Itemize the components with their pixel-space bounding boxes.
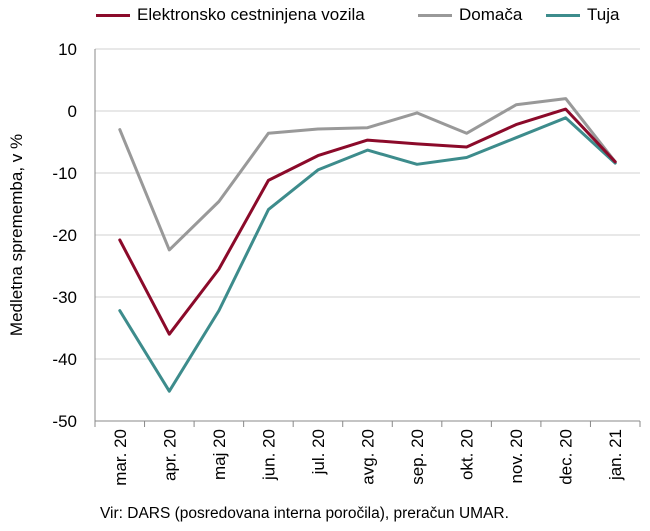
series-line-domaca [118,97,617,252]
x-tick-label: jan. 21 [606,429,625,481]
y-tick-label: 0 [68,102,77,121]
x-tick-label: dec. 20 [557,429,576,485]
legend-item-elektronsko: Elektronsko cestninjena vozila [96,4,365,26]
x-tick-label: apr. 20 [160,429,179,481]
legend-item-domaca: Domača [418,4,522,26]
legend-label-elektronsko: Elektronsko cestninjena vozila [137,5,365,24]
legend-swatch-tuja [546,13,580,17]
x-tick-label: mar. 20 [111,429,130,486]
x-tick-label: nov. 20 [507,429,526,484]
source-note: Vir: DARS (posredovana interna poročila)… [100,505,509,522]
chart-legend: Elektronsko cestninjena vozila Domača Tu… [0,4,650,26]
legend-swatch-elektronsko [96,13,130,17]
legend-label-tuja: Tuja [587,5,620,24]
legend-label-domaca: Domača [459,5,523,24]
x-tick-label: sep. 20 [408,429,427,485]
y-axis-title: Medletna sprememba, v % [7,134,26,336]
series-line-elektronsko [118,107,617,336]
x-tick-label: jun. 20 [259,429,278,481]
y-tick-label: -30 [52,288,77,307]
y-tick-label: -40 [52,350,77,369]
y-tick-label: 10 [58,40,77,59]
legend-swatch-domaca [418,13,452,17]
y-tick-label: -10 [52,164,77,183]
x-tick-label: maj 20 [210,429,229,480]
y-tick-label: -20 [52,226,77,245]
x-tick-label: jul. 20 [309,429,328,475]
x-tick-label: avg. 20 [359,429,378,485]
legend-item-tuja: Tuja [546,4,619,26]
y-tick-label: -50 [52,412,77,431]
x-tick-label: okt. 20 [458,429,477,480]
series-line-tuja [118,116,617,393]
